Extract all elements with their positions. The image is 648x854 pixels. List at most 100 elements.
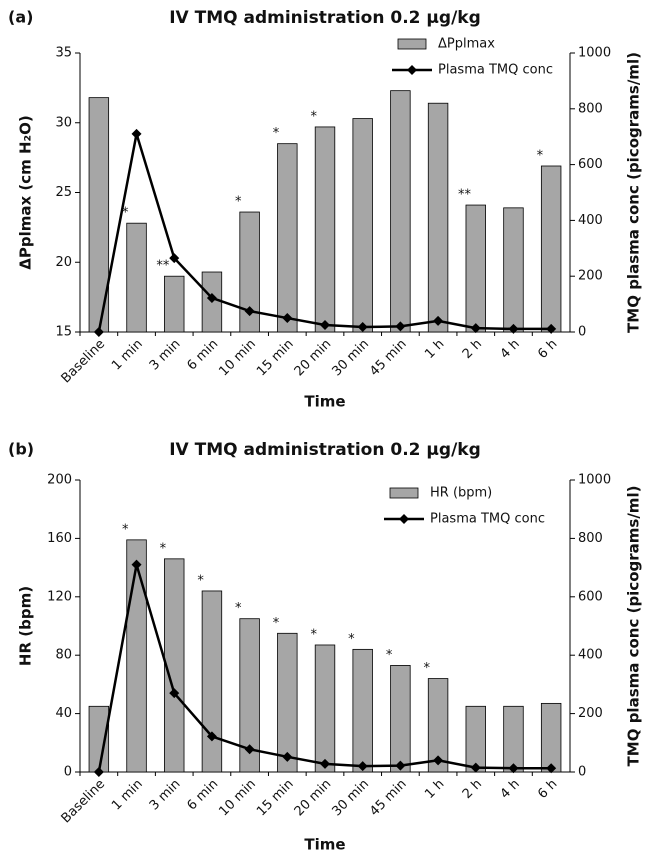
y-tick-label: 40 (55, 706, 72, 721)
significance-mark: ** (156, 259, 170, 274)
y2-axis-label: TMQ plasma conc (picograms/ml) (625, 486, 643, 767)
y2-tick-label: 1000 (578, 473, 611, 488)
significance-mark: * (310, 109, 317, 124)
bar (390, 90, 411, 333)
significance-mark: * (197, 573, 204, 588)
marker (395, 321, 406, 332)
marker (470, 762, 481, 773)
marker (169, 688, 180, 699)
y2-tick-label: 600 (578, 589, 603, 604)
bar (540, 165, 562, 333)
marker (93, 767, 104, 777)
y2-tick-label: 600 (578, 157, 603, 172)
bar (427, 678, 449, 773)
significance-mark: * (537, 148, 544, 163)
y2-tick-label: 0 (578, 325, 586, 340)
y2-axis-label: TMQ plasma conc (picograms/ml) (625, 52, 643, 333)
significance-mark: * (122, 206, 129, 221)
significance-mark: ** (458, 188, 472, 203)
marker (433, 315, 444, 326)
y2-tick-label: 1000 (578, 46, 611, 61)
x-tick-label: 4 h (498, 337, 523, 362)
bar (277, 632, 298, 773)
marker (508, 763, 519, 774)
significance-mark: * (386, 648, 393, 663)
marker (546, 763, 557, 774)
y2-tick-label: 800 (578, 101, 603, 116)
significance-mark: * (273, 616, 280, 631)
y-tick-label: 80 (55, 648, 72, 663)
y-axis-label: HR (bpm) (17, 586, 35, 666)
legend-marker (407, 65, 417, 75)
marker (320, 320, 330, 331)
x-tick-label: 2 h (460, 777, 485, 802)
y-tick-label: 20 (55, 255, 72, 270)
significance-mark: * (424, 661, 431, 676)
x-tick-label: 6 h (535, 777, 560, 802)
bar (126, 539, 147, 773)
x-tick-label: 1 h (422, 777, 447, 802)
legend-swatch (397, 38, 427, 50)
bar (465, 204, 486, 333)
marker (470, 323, 481, 334)
significance-mark: * (122, 522, 129, 537)
bar (126, 222, 147, 333)
bar (314, 126, 336, 333)
bar (164, 275, 185, 333)
legend-label: Plasma TMQ conc (430, 512, 545, 527)
chart-panel: (a) IV TMQ administration 0.2 µg/kg 15 20 25… (8, 8, 643, 411)
bar (164, 558, 185, 773)
bar (352, 118, 373, 333)
x-tick-label: 2 h (460, 337, 485, 362)
bar (201, 590, 223, 773)
bar (352, 648, 373, 773)
bar (277, 143, 298, 333)
bar (503, 207, 524, 333)
legend-swatch (389, 487, 419, 499)
marker (206, 292, 217, 303)
x-tick-label: 1 min (109, 777, 146, 814)
significance-mark: * (310, 627, 317, 642)
x-tick-label: 6 h (535, 337, 560, 362)
x-tick-label: 10 min (216, 777, 259, 820)
x-tick-label: 30 min (329, 777, 372, 820)
significance-mark: * (160, 541, 167, 556)
legend-marker (399, 514, 409, 524)
y2-tick-label: 800 (578, 531, 603, 546)
marker (131, 559, 142, 570)
y2-tick-label: 400 (578, 648, 603, 663)
y-tick-label: 200 (47, 473, 72, 488)
x-tick-label: 15 min (254, 777, 297, 820)
x-tick-label: 1 h (422, 337, 447, 362)
y2-tick-label: 0 (578, 765, 586, 780)
panel-label: (b) (8, 440, 34, 459)
y-tick-label: 160 (47, 531, 72, 546)
x-tick-label: 3 min (147, 777, 184, 814)
marker (93, 327, 104, 337)
y2-tick-label: 200 (578, 269, 603, 284)
x-axis-label: Time (304, 393, 345, 411)
chart-title: IV TMQ administration 0.2 µg/kg (169, 440, 481, 460)
significance-mark: * (348, 632, 355, 647)
bar (540, 702, 562, 773)
significance-mark: * (235, 195, 242, 210)
y2-tick-label: 200 (578, 706, 603, 721)
marker (282, 313, 293, 324)
marker (546, 323, 557, 334)
y-tick-label: 15 (55, 325, 72, 340)
x-tick-label: Baseline (59, 337, 109, 387)
legend-label: Plasma TMQ conc (438, 63, 553, 78)
legend-label: ΔPplmax (438, 37, 495, 52)
y-tick-label: 35 (55, 46, 72, 61)
x-tick-label: 45 min (367, 777, 410, 820)
y2-tick-label: 400 (578, 213, 603, 228)
y-tick-label: 25 (55, 185, 72, 200)
marker (508, 323, 519, 334)
marker (244, 744, 255, 755)
x-tick-label: 15 min (254, 337, 297, 380)
marker (244, 306, 255, 317)
marker (357, 321, 368, 332)
y-axis-label: ΔPplmax (cm H₂O) (17, 115, 35, 269)
bar (503, 705, 524, 773)
